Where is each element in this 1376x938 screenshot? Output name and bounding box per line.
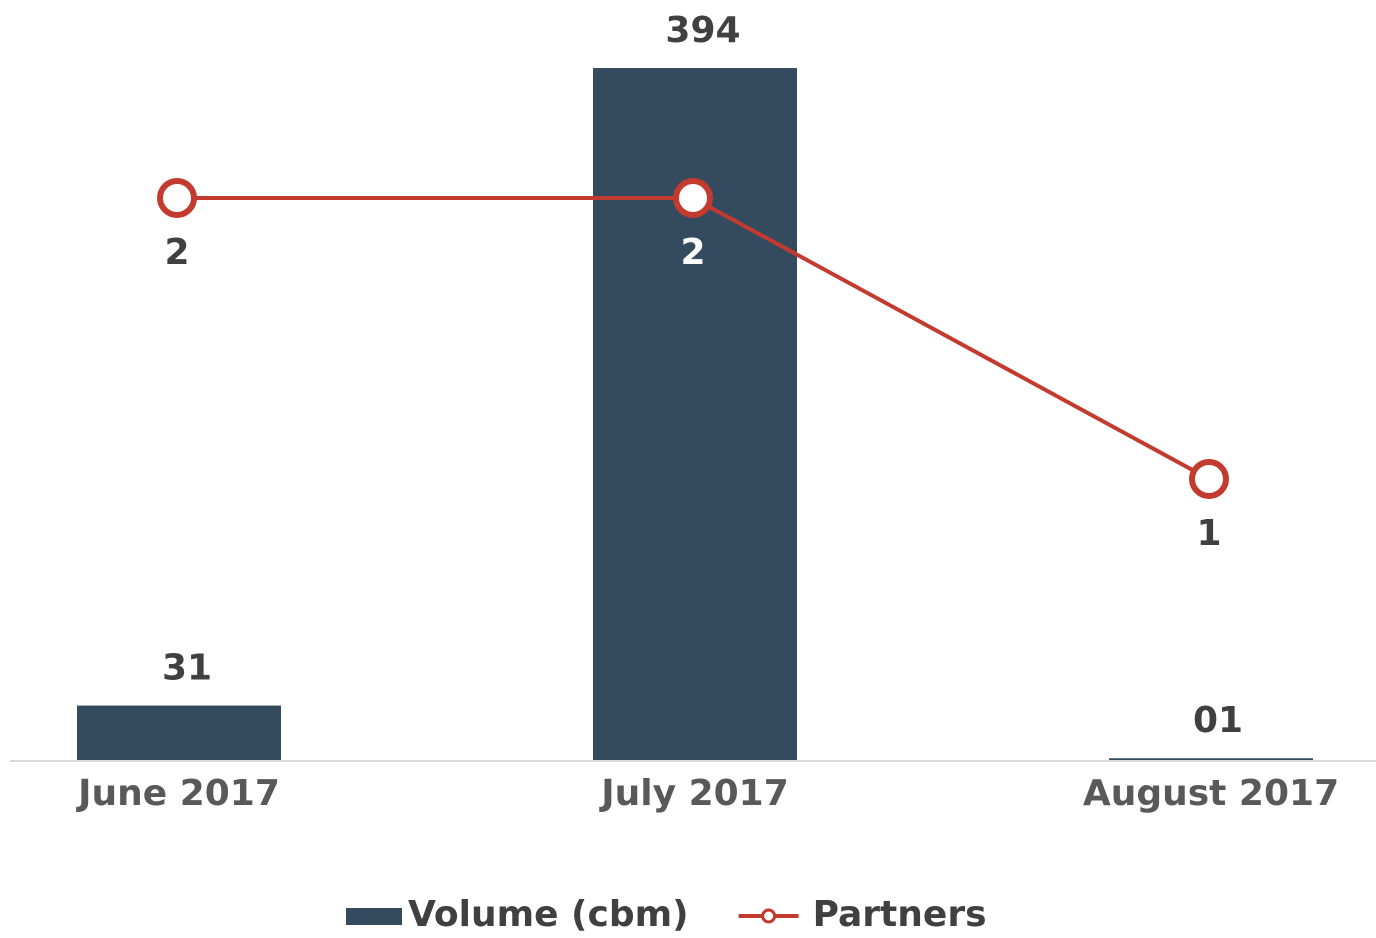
x-tick-label: August 2017: [1083, 773, 1339, 814]
line-marker: [1189, 459, 1229, 499]
legend-swatch-marker: [761, 908, 777, 924]
bar: [593, 68, 797, 761]
data-label: 2: [164, 232, 189, 273]
legend-swatch: [346, 908, 402, 925]
legend-label: Partners: [813, 894, 987, 935]
line-marker: [673, 178, 713, 218]
legend-label: Volume (cbm): [408, 894, 689, 935]
data-label: 1: [1196, 513, 1221, 554]
x-tick-label: July 2017: [598, 773, 789, 814]
data-label: 2: [680, 232, 705, 273]
data-label: 31: [162, 648, 212, 689]
line-marker: [157, 178, 197, 218]
x-tick-label: June 2017: [75, 773, 280, 814]
data-label: 01: [1193, 700, 1243, 741]
bar: [77, 705, 281, 760]
bar: [1109, 758, 1313, 760]
data-label: 394: [665, 10, 740, 51]
